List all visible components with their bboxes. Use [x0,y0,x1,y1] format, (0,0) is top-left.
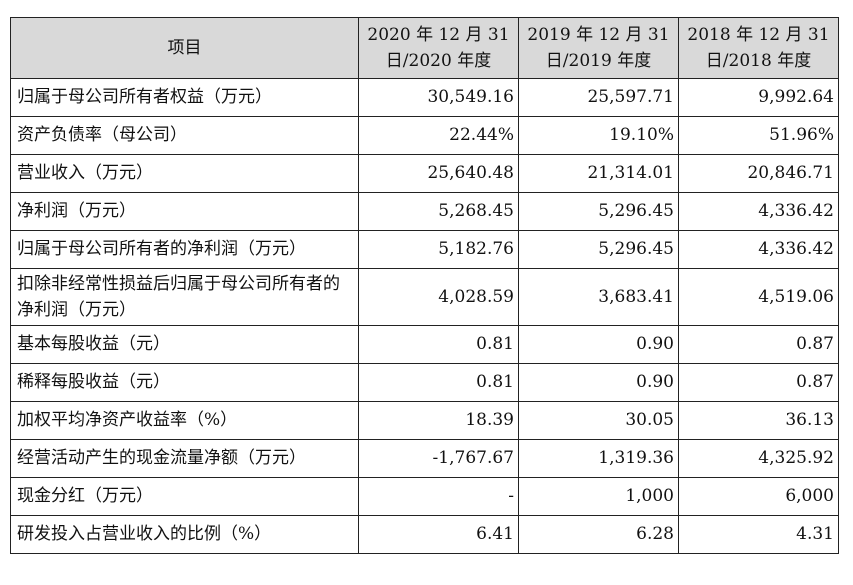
header-2018-line2: 日/2018 年度 [705,51,812,71]
row-label: 稀释每股收益（元） [10,363,359,402]
cell-2019: 0.90 [518,363,679,402]
header-2020: 2020 年 12 月 31 日/2020 年度 [358,17,519,79]
cell-2019: 19.10% [518,116,679,155]
cell-2019: 1,000 [518,477,679,516]
financial-indicators-table: 项目 2020 年 12 月 31 日/2020 年度 2019 年 12 月 … [10,17,839,554]
table-header-row: 项目 2020 年 12 月 31 日/2020 年度 2019 年 12 月 … [10,17,839,79]
header-2020-line2: 日/2020 年度 [385,51,492,71]
table-row: 基本每股收益（元） 0.81 0.90 0.87 [10,325,839,364]
cell-2019: 5,296.45 [518,230,679,269]
table-row: 经营活动产生的现金流量净额（万元） -1,767.67 1,319.36 4,3… [10,439,839,478]
row-label: 资产负债率（母公司） [10,116,359,155]
cell-2018: 4,519.06 [678,268,839,326]
table-row: 资产负债率（母公司） 22.44% 19.10% 51.96% [10,116,839,155]
table-row: 加权平均净资产收益率（%） 18.39 30.05 36.13 [10,401,839,440]
table-row: 现金分红（万元） - 1,000 6,000 [10,477,839,516]
cell-2018: 4,325.92 [678,439,839,478]
table-row: 稀释每股收益（元） 0.81 0.90 0.87 [10,363,839,402]
cell-2020: 4,028.59 [358,268,519,326]
table-row: 扣除非经常性损益后归属于母公司所有者的净利润（万元） 4,028.59 3,68… [10,268,839,326]
cell-2018: 51.96% [678,116,839,155]
row-label: 归属于母公司所有者权益（万元） [10,78,359,117]
row-label: 归属于母公司所有者的净利润（万元） [10,230,359,269]
cell-2020: 5,182.76 [358,230,519,269]
table-row: 营业收入（万元） 25,640.48 21,314.01 20,846.71 [10,154,839,193]
row-label: 基本每股收益（元） [10,325,359,364]
cell-2018: 20,846.71 [678,154,839,193]
cell-2019: 21,314.01 [518,154,679,193]
cell-2018: 0.87 [678,325,839,364]
row-label: 净利润（万元） [10,192,359,231]
cell-2018: 36.13 [678,401,839,440]
table-row: 净利润（万元） 5,268.45 5,296.45 4,336.42 [10,192,839,231]
cell-2020: 22.44% [358,116,519,155]
cell-2018: 4,336.42 [678,192,839,231]
cell-2019: 0.90 [518,325,679,364]
row-label: 经营活动产生的现金流量净额（万元） [10,439,359,478]
cell-2019: 1,319.36 [518,439,679,478]
header-item: 项目 [10,17,359,79]
cell-2018: 4.31 [678,515,839,554]
cell-2019: 5,296.45 [518,192,679,231]
cell-2020: 5,268.45 [358,192,519,231]
cell-2020: 30,549.16 [358,78,519,117]
header-2020-line1: 2020 年 12 月 31 [367,24,510,45]
table-row: 归属于母公司所有者的净利润（万元） 5,182.76 5,296.45 4,33… [10,230,839,269]
cell-2019: 6.28 [518,515,679,554]
cell-2020: -1,767.67 [358,439,519,478]
row-label: 扣除非经常性损益后归属于母公司所有者的净利润（万元） [10,268,359,326]
cell-2019: 25,597.71 [518,78,679,117]
header-2018-line1: 2018 年 12 月 31 [687,24,830,45]
cell-2019: 3,683.41 [518,268,679,326]
row-label: 加权平均净资产收益率（%） [10,401,359,440]
cell-2020: 0.81 [358,363,519,402]
cell-2020: - [358,477,519,516]
cell-2020: 18.39 [358,401,519,440]
table-row: 归属于母公司所有者权益（万元） 30,549.16 25,597.71 9,99… [10,78,839,117]
cell-2020: 0.81 [358,325,519,364]
header-2018: 2018 年 12 月 31 日/2018 年度 [678,17,839,79]
financial-table-container: 项目 2020 年 12 月 31 日/2020 年度 2019 年 12 月 … [10,17,839,554]
row-label: 现金分红（万元） [10,477,359,516]
header-2019-line2: 日/2019 年度 [545,51,652,71]
row-label: 研发投入占营业收入的比例（%） [10,515,359,554]
header-2019-line1: 2019 年 12 月 31 [527,24,670,45]
cell-2018: 9,992.64 [678,78,839,117]
cell-2020: 25,640.48 [358,154,519,193]
cell-2018: 4,336.42 [678,230,839,269]
cell-2018: 6,000 [678,477,839,516]
row-label: 营业收入（万元） [10,154,359,193]
cell-2020: 6.41 [358,515,519,554]
cell-2019: 30.05 [518,401,679,440]
cell-2018: 0.87 [678,363,839,402]
header-2019: 2019 年 12 月 31 日/2019 年度 [518,17,679,79]
table-row: 研发投入占营业收入的比例（%） 6.41 6.28 4.31 [10,515,839,554]
